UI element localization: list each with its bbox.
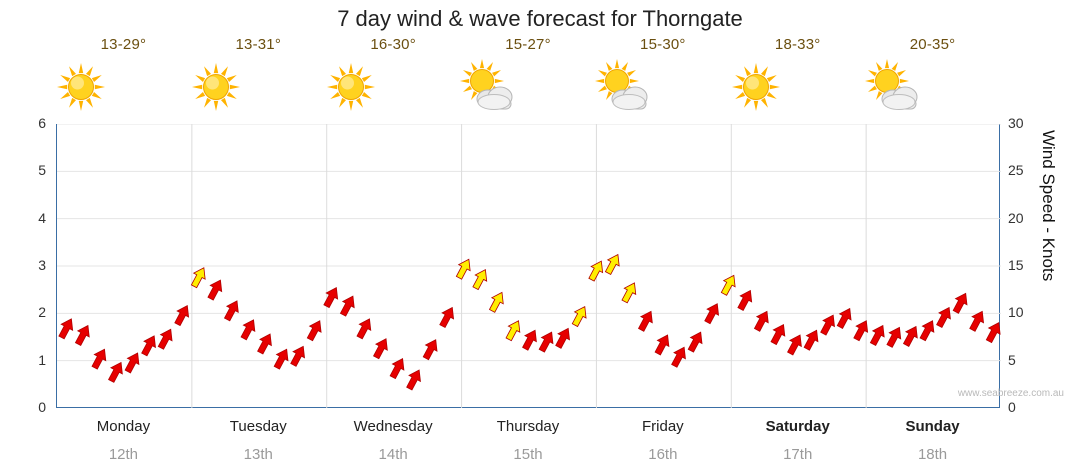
chart-plot-area [56,124,1001,408]
y-tick-right: 25 [1008,162,1024,179]
day-temperature-range: 18-33° [774,36,821,53]
y-axis-right-title: Wind Speed - Knots [1039,130,1058,282]
y-tick-left: 4 [38,209,46,226]
day-temperature-range: 15-30° [640,36,686,53]
y-tick-left: 2 [38,304,46,321]
y-tick-left: 3 [38,257,46,273]
day-column-thursday: 15-27° [458,36,598,115]
partly-cloudy-icon [863,59,1003,115]
y-tick-left: 5 [38,162,46,179]
x-label-day: Sunday [905,418,960,435]
y-tick-right: 0 [1008,399,1016,415]
x-label-date: 18th [917,446,948,463]
day-temperature-range: 13-31° [235,36,282,53]
sunny-icon [188,59,328,115]
y-tick-right: 10 [1008,304,1024,321]
day-temperature-range: 13-29° [100,36,147,53]
y-tick-right: 20 [1008,209,1024,226]
x-label-date: 12th [108,446,139,463]
day-column-wednesday: 16-30° [323,36,463,115]
sunny-icon [728,59,868,115]
partly-cloudy-icon [593,59,733,115]
day-column-monday: 13-29° [53,36,193,115]
wind-arrow-series [57,124,1001,408]
y-tick-right: 15 [1008,257,1024,273]
day-column-sunday: 20-35° [863,36,1003,115]
page-title: 7 day wind & wave forecast for Thorngate [337,6,743,31]
sunny-icon [53,59,193,115]
day-temperature-range: 16-30° [370,36,416,53]
x-label-day: Wednesday [353,418,433,435]
day-temperature-range: 20-35° [909,36,956,53]
x-label-date: 13th [243,446,273,463]
x-label-day: Tuesday [229,418,287,435]
x-label-day: Monday [96,418,151,435]
y-tick-right: 30 [1008,115,1024,131]
x-label-date: 17th [783,446,813,463]
x-label-date: 16th [648,446,678,463]
x-label-day: Friday [642,418,684,435]
day-column-tuesday: 13-31° [188,36,328,115]
x-label-date: 14th [378,446,408,463]
y-tick-left: 6 [38,115,46,131]
day-column-saturday: 18-33° [728,36,868,115]
day-column-friday: 15-30° [593,36,733,115]
y-tick-left: 0 [38,399,46,415]
sunny-icon [323,59,463,115]
y-tick-right: 5 [1008,351,1016,368]
x-label-day: Thursday [496,418,560,435]
y-tick-left: 1 [38,351,46,368]
x-label-day: Saturday [765,418,830,435]
x-label-date: 15th [513,446,543,463]
day-temperature-range: 15-27° [505,36,551,53]
watermark: www.seabreeze.com.au [957,388,1064,399]
partly-cloudy-icon [458,59,598,115]
